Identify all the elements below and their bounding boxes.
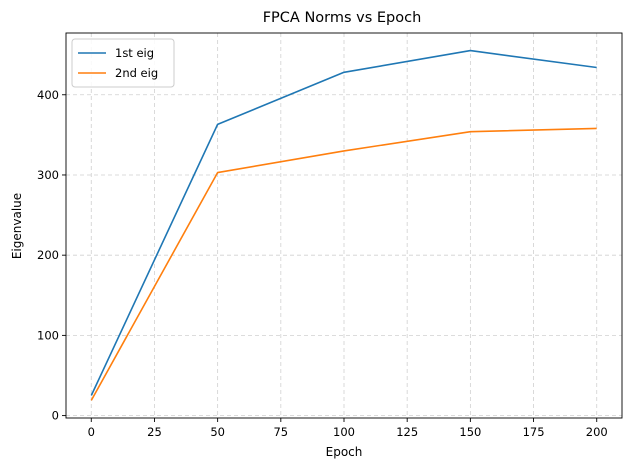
series-line-2 bbox=[90, 127, 597, 401]
chart-title: FPCA Norms vs Epoch bbox=[263, 10, 422, 26]
y-tick-label: 200 bbox=[37, 248, 59, 262]
legend: 1st eig 2nd eig bbox=[71, 38, 175, 88]
x-tick-label: 0 bbox=[88, 425, 95, 439]
y-tick-label: 400 bbox=[37, 88, 59, 102]
y-tick-label: 300 bbox=[37, 168, 59, 182]
x-tick-label: 175 bbox=[523, 425, 545, 439]
legend-box bbox=[71, 38, 175, 88]
x-tick-label: 100 bbox=[333, 425, 355, 439]
x-axis-ticks: 0 25 50 75 100 125 150 175 200 bbox=[88, 418, 608, 439]
x-tick-label: 150 bbox=[459, 425, 481, 439]
x-tick-label: 125 bbox=[396, 425, 418, 439]
legend-label-1: 1st eig bbox=[115, 46, 154, 60]
x-tick-label: 200 bbox=[586, 425, 608, 439]
y-tick-label: 100 bbox=[37, 328, 59, 342]
series-lines bbox=[90, 49, 597, 401]
legend-label-2: 2nd eig bbox=[115, 66, 158, 80]
x-axis-label: Epoch bbox=[326, 445, 363, 459]
series-line-1 bbox=[90, 49, 597, 396]
y-axis-ticks: 0 100 200 300 400 bbox=[37, 88, 66, 423]
y-axis-label: Eigenvalue bbox=[10, 193, 24, 259]
y-tick-label: 0 bbox=[52, 409, 59, 423]
x-tick-label: 25 bbox=[147, 425, 162, 439]
x-tick-label: 75 bbox=[273, 425, 288, 439]
x-tick-label: 50 bbox=[210, 425, 225, 439]
grid bbox=[66, 33, 622, 418]
